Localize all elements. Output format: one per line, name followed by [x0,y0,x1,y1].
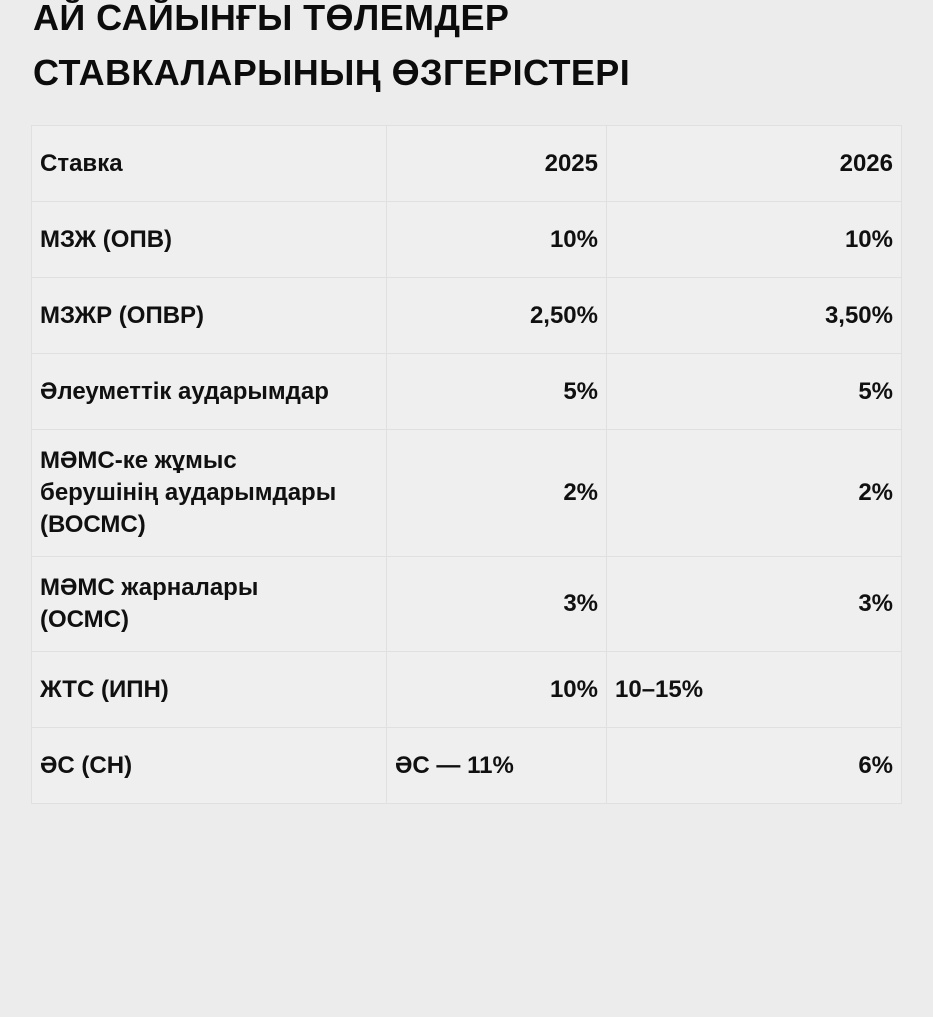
cell-2026: 10% [606,201,902,278]
cell-2026: 3% [606,556,902,652]
cell-2026: 6% [606,727,902,804]
rates-table: Ставка 2025 2026 МЗЖ (ОПВ) 10% 10% МЗЖР … [31,125,902,804]
table-row: Әлеуметтік аударымдар 5% 5% [31,353,902,430]
table-row: ЖТС (ИПН) 10% 10–15% [31,651,902,728]
header-rate: Ставка [31,125,387,202]
cell-rate-name: Әлеуметтік аударымдар [31,353,387,430]
cell-2026: 2% [606,429,902,557]
cell-2025: 10% [386,651,607,728]
cell-2025: 2% [386,429,607,557]
table-header-row: Ставка 2025 2026 [31,125,902,202]
page: АЙ САЙЫНҒЫ ТӨЛЕМДЕР СТАВКАЛАРЫНЫҢ ӨЗГЕРІ… [31,0,902,804]
cell-2026: 3,50% [606,277,902,354]
table-row: ӘС (СН) ӘС — 11% 6% [31,727,902,804]
table-row: МЗЖ (ОПВ) 10% 10% [31,201,902,278]
header-year-2026: 2026 [606,125,902,202]
cell-rate-name: МӘМС-ке жұмыс берушінің аударымдары (ВОС… [31,429,387,557]
page-title: АЙ САЙЫНҒЫ ТӨЛЕМДЕР СТАВКАЛАРЫНЫҢ ӨЗГЕРІ… [33,0,631,93]
table-row: МЗЖР (ОПВР) 2,50% 3,50% [31,277,902,354]
cell-2025: 5% [386,353,607,430]
cell-2025: 2,50% [386,277,607,354]
cell-2025: ӘС — 11% [386,727,607,804]
cell-rate-name: МЗЖР (ОПВР) [31,277,387,354]
cell-rate-name: ЖТС (ИПН) [31,651,387,728]
cell-2026: 5% [606,353,902,430]
cell-2025: 10% [386,201,607,278]
table-row: МӘМС жарналары (ОСМС) 3% 3% [31,556,902,652]
header-year-2025: 2025 [386,125,607,202]
cell-rate-name: ӘС (СН) [31,727,387,804]
cell-2025: 3% [386,556,607,652]
cell-rate-name: МӘМС жарналары (ОСМС) [31,556,387,652]
cell-2026: 10–15% [606,651,902,728]
cell-rate-name: МЗЖ (ОПВ) [31,201,387,278]
table-row: МӘМС-ке жұмыс берушінің аударымдары (ВОС… [31,429,902,557]
